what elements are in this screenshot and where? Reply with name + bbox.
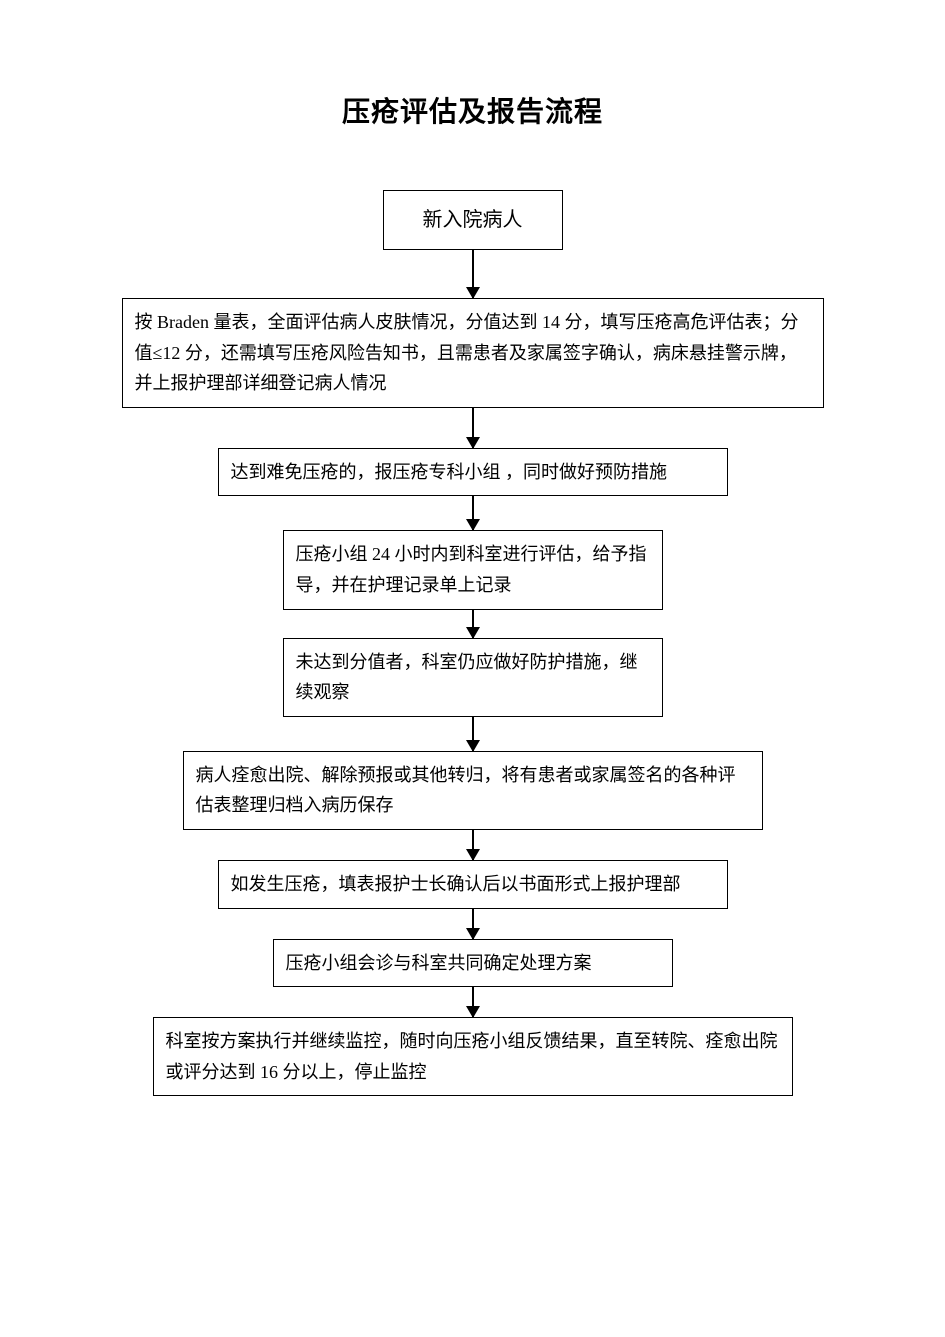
flow-node-consult: 压疮小组会诊与科室共同确定处理方案	[273, 939, 673, 988]
flow-node-monitor: 科室按方案执行并继续监控，随时向压疮小组反馈结果，直至转院、痊愈出院或评分达到 …	[153, 1017, 793, 1096]
flow-arrow	[472, 610, 474, 638]
flow-arrow	[472, 496, 474, 530]
flow-node-archive: 病人痊愈出院、解除预报或其他转归，将有患者或家属签名的各种评估表整理归档入病历保…	[183, 751, 763, 830]
flow-arrow	[472, 909, 474, 939]
flow-arrow	[472, 717, 474, 751]
flow-node-not-reached: 未达到分值者，科室仍应做好防护措施，继续观察	[283, 638, 663, 717]
flow-node-start: 新入院病人	[383, 190, 563, 250]
flow-node-evaluate: 按 Braden 量表，全面评估病人皮肤情况，分值达到 14 分，填写压疮高危评…	[122, 298, 824, 408]
flow-arrow	[472, 250, 474, 298]
flow-node-group-24h: 压疮小组 24 小时内到科室进行评估，给予指导，并在护理记录单上记录	[283, 530, 663, 609]
flow-node-report-group: 达到难免压疮的，报压疮专科小组 ，同时做好预防措施	[218, 448, 728, 497]
flow-node-occur: 如发生压疮，填表报护士长确认后以书面形式上报护理部	[218, 860, 728, 909]
page-title: 压疮评估及报告流程	[0, 90, 945, 130]
flow-arrow	[472, 830, 474, 860]
flow-arrow	[472, 408, 474, 448]
flow-arrow	[472, 987, 474, 1017]
page: 压疮评估及报告流程 新入院病人 按 Braden 量表，全面评估病人皮肤情况，分…	[0, 0, 945, 1096]
flowchart: 新入院病人 按 Braden 量表，全面评估病人皮肤情况，分值达到 14 分，填…	[0, 190, 945, 1096]
